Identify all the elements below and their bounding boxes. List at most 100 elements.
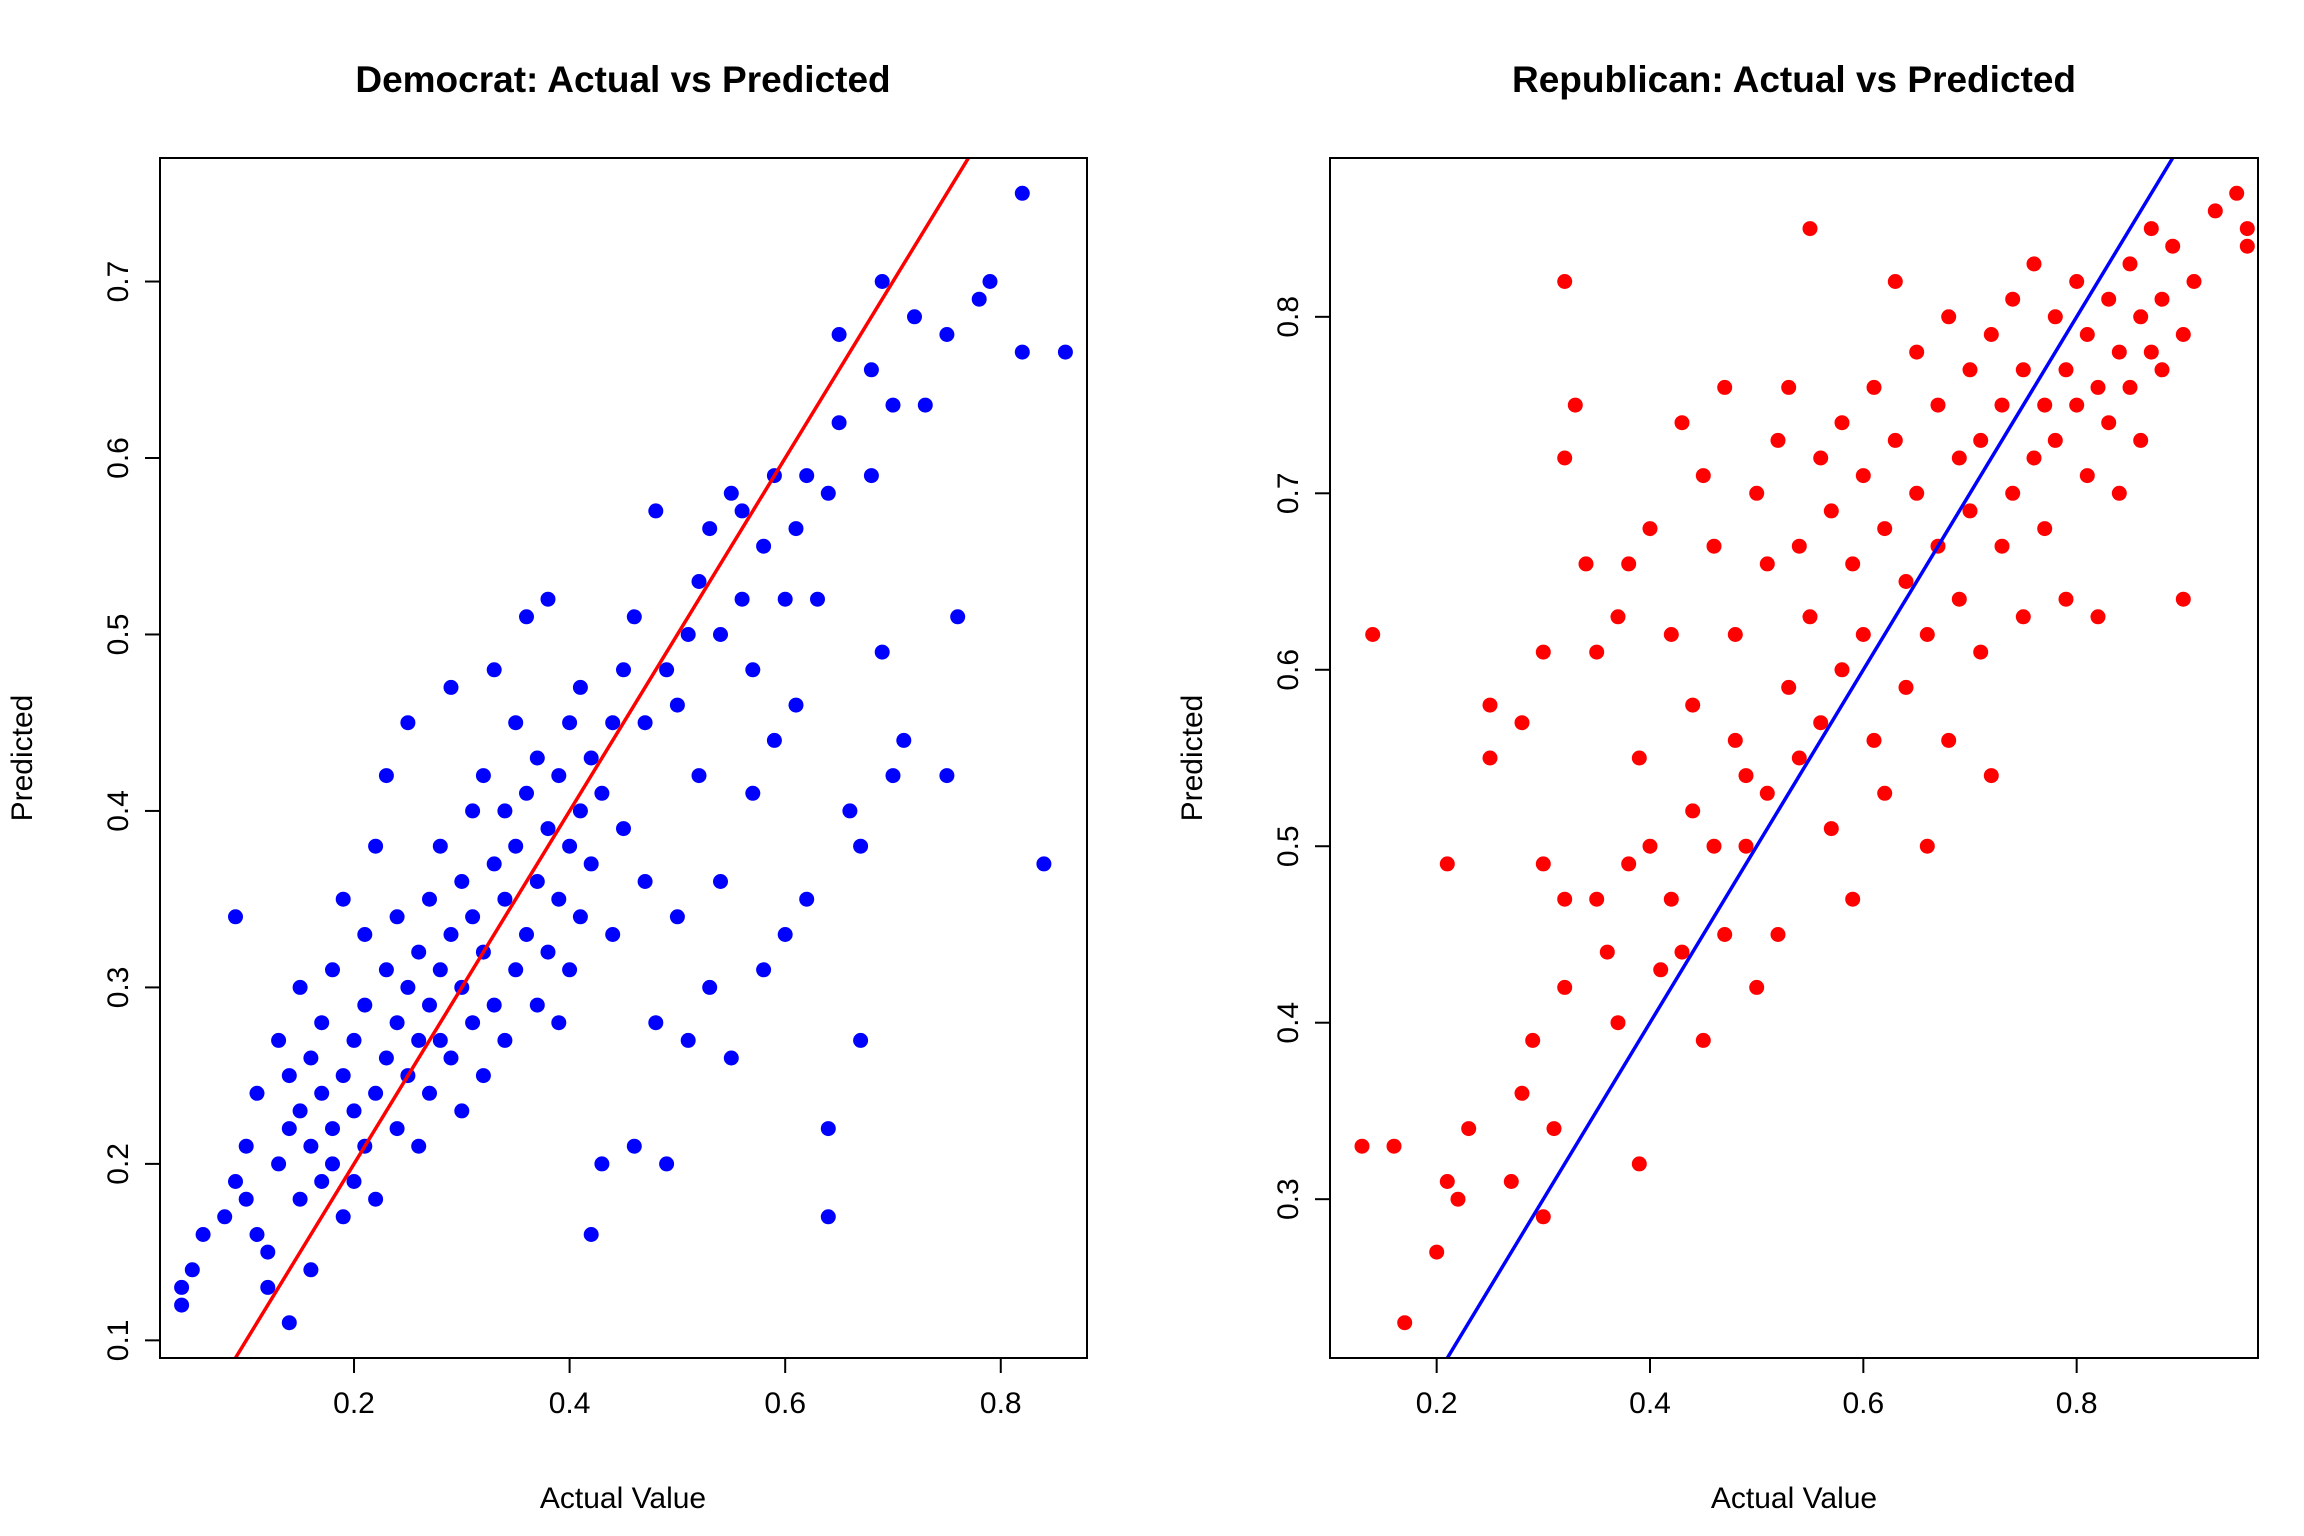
republican-data-point <box>1909 344 1925 360</box>
democrat-data-point <box>1014 185 1030 201</box>
democrat-data-point <box>648 1015 664 1031</box>
democrat-data-point <box>346 1174 362 1189</box>
democrat-data-point <box>659 1156 675 1172</box>
republican-data-point <box>2015 609 2031 625</box>
democrat-data-point <box>465 1015 481 1031</box>
democrat-x-tick-label: 0.6 <box>764 1387 806 1420</box>
democrat-data-point <box>551 1015 567 1031</box>
republican-data-point <box>1973 432 1989 448</box>
democrat-data-point <box>562 715 578 731</box>
democrat-data-point <box>572 909 588 925</box>
republican-data-point <box>2133 432 2149 448</box>
democrat-x-tick-label: 0.8 <box>980 1387 1022 1420</box>
democrat-data-point <box>540 944 556 960</box>
democrat-data-point <box>292 979 308 995</box>
republican-data-point <box>1642 838 1658 854</box>
republican-data-point <box>2133 309 2149 325</box>
democrat-data-point <box>745 785 761 801</box>
republican-data-point <box>1695 468 1711 484</box>
republican-y-axis-label: Predicted <box>1176 695 1209 822</box>
republican-data-point <box>1621 556 1637 572</box>
democrat-data-point <box>303 1262 319 1278</box>
republican-plot-frame <box>1329 157 2259 1359</box>
democrat-data-point <box>465 803 481 819</box>
democrat-data-point <box>508 962 524 978</box>
republican-data-point <box>1631 750 1647 766</box>
republican-data-point <box>1877 521 1893 537</box>
republican-data-point <box>1557 274 1573 289</box>
republican-data-point <box>1663 891 1679 907</box>
republican-data-point <box>1770 927 1786 942</box>
republican-data-point <box>1535 1209 1551 1225</box>
democrat-data-point <box>874 644 890 660</box>
democrat-plot-frame <box>159 157 1088 1359</box>
democrat-data-point <box>820 1209 836 1225</box>
republican-data-point <box>1535 644 1551 660</box>
democrat-data-point <box>594 1156 610 1172</box>
democrat-data-point <box>422 997 437 1013</box>
democrat-data-point <box>281 1121 297 1137</box>
republican-data-point <box>1781 379 1797 395</box>
republican-data-point <box>1823 503 1839 519</box>
democrat-data-point <box>357 927 373 942</box>
republican-data-point <box>1941 732 1957 748</box>
democrat-data-point <box>475 768 491 784</box>
republican-y-tick-label: 0.8 <box>1272 296 1305 338</box>
democrat-data-point <box>378 1050 394 1066</box>
republican-reference-line <box>1445 158 2175 1358</box>
democrat-data-point <box>422 1085 437 1101</box>
democrat-data-point <box>691 768 707 784</box>
democrat-data-point <box>292 1103 308 1119</box>
democrat-data-point <box>400 979 416 995</box>
democrat-data-point <box>788 697 804 713</box>
democrat-data-point <box>389 1121 405 1137</box>
republican-data-point <box>1919 627 1935 642</box>
republican-data-point <box>1866 379 1882 395</box>
democrat-data-point <box>432 838 448 854</box>
republican-data-point <box>2175 327 2191 342</box>
democrat-data-point <box>756 962 772 978</box>
democrat-data-point <box>616 821 631 837</box>
republican-y-tick-label: 0.4 <box>1272 1002 1305 1044</box>
republican-data-point <box>1823 821 1839 837</box>
democrat-data-point <box>917 397 933 413</box>
democrat-data-point <box>529 874 545 889</box>
democrat-data-point <box>777 591 793 607</box>
republican-data-point <box>2058 591 2074 607</box>
republican-data-point <box>1717 379 1733 395</box>
democrat-data-point <box>389 909 405 925</box>
republican-data-point <box>1791 538 1807 554</box>
democrat-data-point <box>368 1191 384 1207</box>
democrat-data-point <box>486 856 502 872</box>
democrat-data-point <box>583 750 599 766</box>
republican-data-point <box>1813 450 1829 466</box>
republican-data-point <box>1994 538 2010 554</box>
democrat-data-point <box>411 1032 427 1048</box>
republican-data-point <box>2229 185 2245 201</box>
republican-data-point <box>1983 768 1999 784</box>
democrat-data-point <box>346 1103 362 1119</box>
democrat-data-point <box>519 927 534 942</box>
democrat-data-point <box>562 962 578 978</box>
democrat-data-point <box>519 785 534 801</box>
republican-data-point <box>1663 627 1679 642</box>
democrat-data-point <box>475 1068 491 1084</box>
democrat-data-point <box>616 662 631 678</box>
republican-data-point <box>1738 768 1754 784</box>
republican-data-point <box>1653 962 1669 978</box>
republican-data-point <box>1887 274 1903 289</box>
democrat-data-point <box>637 715 653 731</box>
democrat-data-point <box>432 962 448 978</box>
republican-data-point <box>1695 1032 1711 1048</box>
republican-data-point <box>2090 609 2106 625</box>
democrat-data-point <box>971 291 987 307</box>
republican-data-point <box>1685 697 1701 713</box>
republican-data-point <box>1706 538 1722 554</box>
democrat-data-point <box>314 1015 330 1031</box>
democrat-data-point <box>648 503 664 519</box>
republican-data-point <box>1631 1156 1647 1172</box>
democrat-data-point <box>335 1209 351 1225</box>
democrat-y-axis-label: Predicted <box>6 695 39 822</box>
republican-data-point <box>1973 644 1989 660</box>
republican-data-point <box>1621 856 1637 872</box>
